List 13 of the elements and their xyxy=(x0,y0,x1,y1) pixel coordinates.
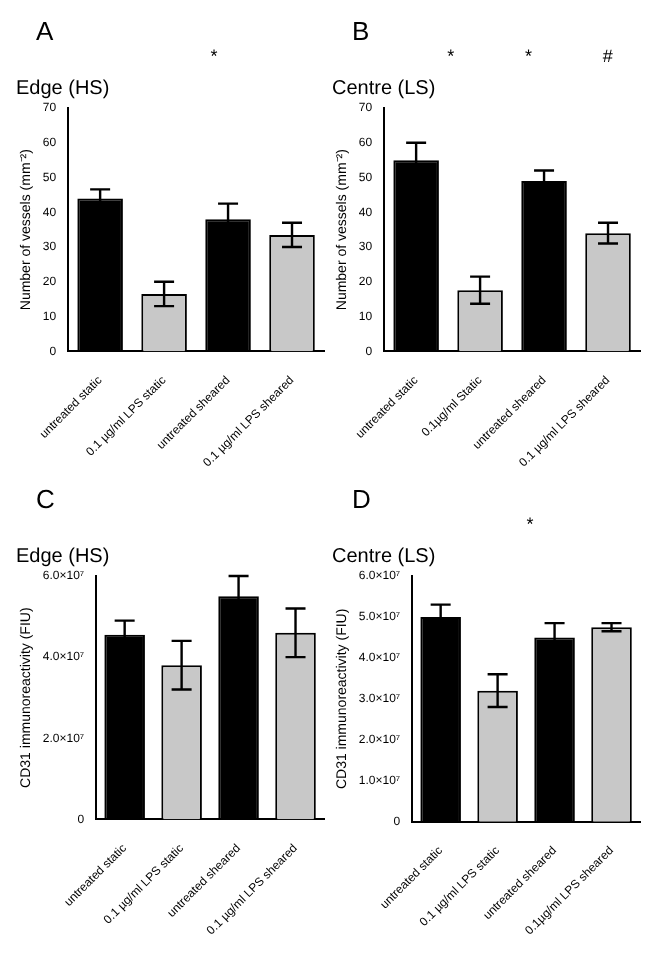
chart-title: Edge (HS) xyxy=(16,77,110,100)
chart-title: Centre (LS) xyxy=(332,545,436,568)
text: D xyxy=(350,484,373,514)
chart-title: Edge (HS) xyxy=(16,545,110,568)
text: B xyxy=(350,16,372,46)
text: * xyxy=(447,46,455,68)
text: C xyxy=(34,484,57,514)
text: A xyxy=(34,16,56,46)
text: * xyxy=(210,46,218,68)
chart-title: Centre (LS) xyxy=(332,77,436,100)
text: * xyxy=(524,46,532,68)
text: * xyxy=(526,514,534,536)
text: # xyxy=(602,46,613,68)
